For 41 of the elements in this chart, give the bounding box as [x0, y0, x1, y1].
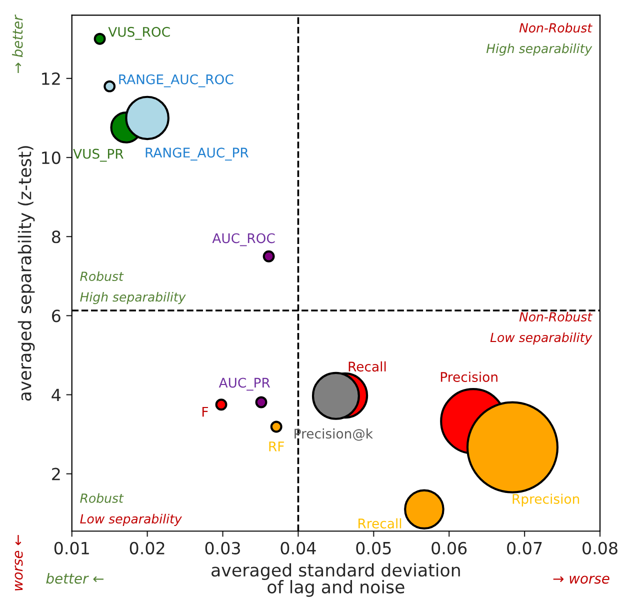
- series-label: RANGE_AUC_PR: [146, 148, 248, 161]
- y-tick-label: 8: [52, 230, 60, 244]
- x-tick-label: 0.06: [432, 542, 467, 554]
- annotation: Non-Robust: [519, 22, 592, 33]
- series-label: AUC_ROC: [212, 233, 275, 246]
- annotation: Robust: [80, 493, 124, 503]
- y-tick-label: 12: [42, 72, 60, 85]
- series-label: Precision@k: [294, 428, 373, 441]
- text: better ←: [46, 572, 104, 584]
- series-label: Rrecall: [358, 518, 402, 528]
- series-label: RF: [269, 442, 284, 452]
- x-tick-label: 0.02: [130, 542, 164, 554]
- series-label: Precision: [440, 372, 498, 382]
- series-label: RANGE_AUC_ROC: [119, 74, 234, 88]
- y-tick-label: 6: [52, 310, 60, 322]
- x-tick-label: 0.03: [205, 542, 240, 554]
- series-label: AUC_PR: [218, 378, 270, 391]
- y-tick-label: 2: [52, 468, 60, 480]
- series-label: VUS_ROC: [108, 26, 170, 40]
- x-tick-label: 0.08: [582, 542, 618, 554]
- annotation: Non-Robust: [519, 312, 592, 322]
- annotation: High separability: [80, 292, 186, 304]
- annotation: Low separability: [80, 514, 182, 526]
- annotation: Low separability: [490, 332, 592, 345]
- series-label: F: [202, 406, 208, 417]
- x-tick-label: 0.04: [280, 542, 316, 554]
- x-tick-label: 0.01: [54, 542, 89, 554]
- series-label: Rprecision: [512, 494, 580, 506]
- text: → better: [12, 14, 23, 73]
- x-tick-label: 0.07: [507, 542, 542, 554]
- text: worse ←: [14, 534, 23, 590]
- text: → worse: [553, 576, 610, 584]
- y-axis-title: averaged separability (z-test): [18, 146, 35, 401]
- annotation: High separability: [486, 44, 592, 56]
- x-axis-title: averaged standard deviation of lag and noise: [212, 563, 460, 597]
- x-tick-label: 0.05: [356, 542, 391, 554]
- series-label: VUS_PR: [73, 148, 124, 162]
- y-tick-label: 4: [52, 388, 61, 402]
- annotation: Robust: [80, 271, 124, 282]
- y-tick-label: 10: [42, 151, 60, 164]
- series-label: Recall: [348, 361, 386, 372]
